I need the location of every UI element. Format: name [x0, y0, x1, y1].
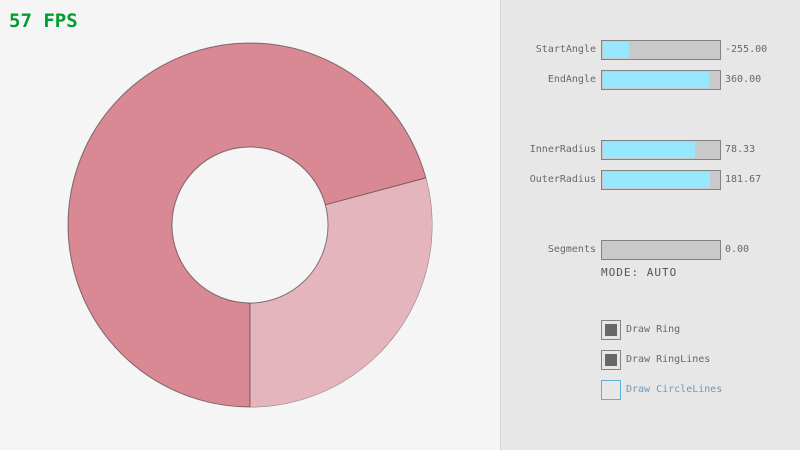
slider-value: -255.00 [725, 44, 768, 55]
slider-bar[interactable] [601, 170, 721, 190]
slider-label: EndAngle [547, 74, 596, 85]
ring-boundary-line [325, 177, 426, 206]
checkbox-draw-circlelines[interactable]: Draw CircleLines [501, 380, 800, 400]
slider-label: InnerRadius [529, 144, 596, 155]
checkbox-box[interactable] [601, 320, 621, 340]
slider-value: 78.33 [725, 144, 756, 155]
slider-value: 181.67 [725, 174, 762, 185]
ring-hole [171, 146, 329, 304]
ring-chart [67, 42, 433, 408]
checkbox-check-icon [605, 354, 617, 366]
slider-value: 360.00 [725, 74, 762, 85]
slider-label: Segments [547, 244, 596, 255]
slider-bar[interactable] [601, 140, 721, 160]
slider-row: InnerRadius 78.33 [501, 140, 800, 160]
slider-row: OuterRadius 181.67 [501, 170, 800, 190]
slider-bar[interactable] [601, 70, 721, 90]
slider-fill [603, 72, 709, 88]
slider-fill [603, 172, 710, 188]
slider-bar[interactable] [601, 240, 721, 260]
slider-fill [603, 42, 629, 58]
ring-light-region [250, 177, 432, 407]
slider-row: EndAngle 360.00 [501, 70, 800, 90]
slider-bar[interactable] [601, 40, 721, 60]
checkbox-box[interactable] [601, 380, 621, 400]
mode-label: MODE: AUTO [601, 266, 678, 279]
slider-label: StartAngle [535, 44, 596, 55]
fps-counter: 57 FPS [9, 10, 78, 32]
control-panel: StartAngle -255.00 EndAngle 360.00 InnerRadi… [500, 0, 800, 450]
slider-row: Segments 0.00 [501, 240, 800, 260]
slider-label: OuterRadius [529, 174, 596, 185]
checkbox-label: Draw CircleLines [626, 384, 723, 395]
checkbox-check-icon [605, 324, 617, 336]
checkbox-label: Draw Ring [626, 324, 681, 335]
checkbox-box[interactable] [601, 350, 621, 370]
checkbox-draw-ring[interactable]: Draw Ring [501, 320, 800, 340]
checkbox-draw-ringlines[interactable]: Draw RingLines [501, 350, 800, 370]
slider-row: StartAngle -255.00 [501, 40, 800, 60]
slider-fill [603, 142, 695, 158]
checkbox-label: Draw RingLines [626, 354, 711, 365]
slider-value: 0.00 [725, 244, 750, 255]
